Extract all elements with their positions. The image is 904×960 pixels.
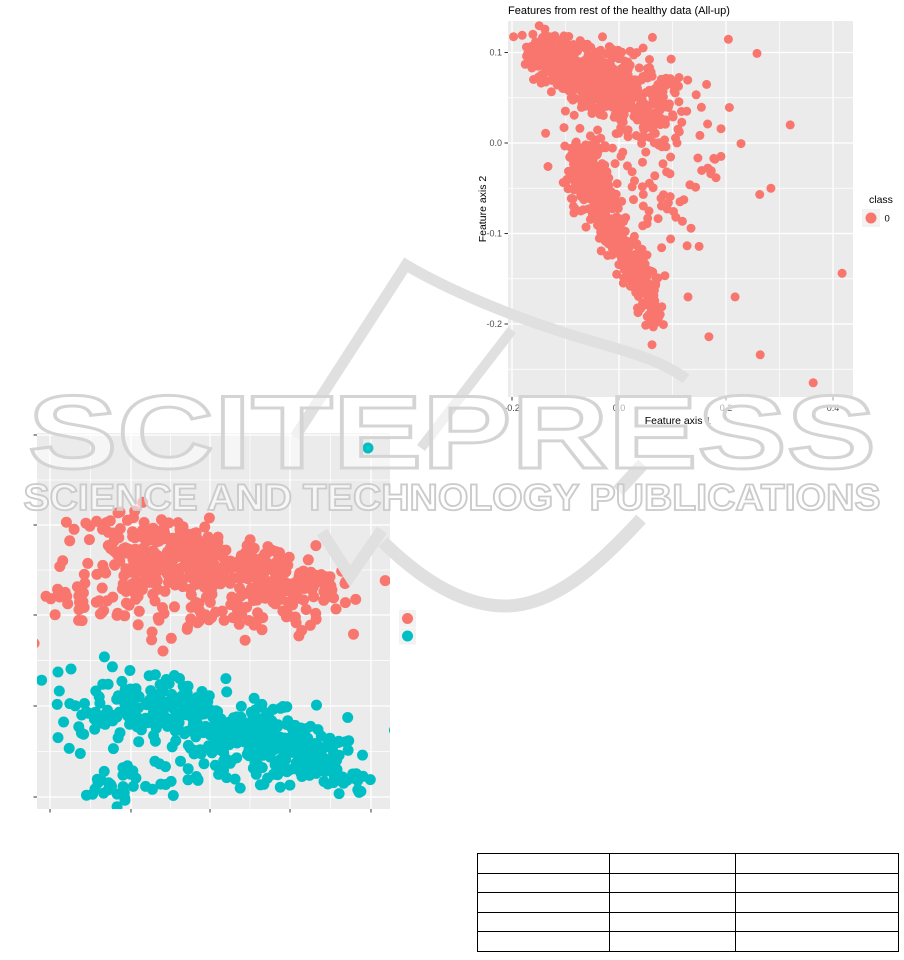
table-cell [477, 911, 610, 932]
table-row [477, 872, 899, 893]
svg-text:0.0: 0.0 [489, 138, 502, 148]
y-axis-label: Feature axis 2 [477, 176, 489, 243]
table-cell [735, 911, 899, 932]
empty-results-table [477, 853, 899, 952]
chart-title: Features from rest of the healthy data (… [508, 5, 730, 17]
table-cell [477, 892, 610, 913]
table-cell [609, 931, 736, 952]
table-cell [609, 892, 736, 913]
legend-point-icon [865, 212, 877, 224]
legend-label: 0 [885, 214, 890, 225]
table-row [477, 911, 899, 932]
table-cell [735, 872, 899, 893]
legend-point-icon-teal [402, 630, 413, 642]
table-cell [477, 931, 610, 952]
points-layer-class-teal [37, 442, 390, 809]
svg-text:0.1: 0.1 [489, 48, 502, 58]
table-cell [609, 853, 736, 874]
table-row [477, 892, 899, 913]
legend: class 0 [862, 194, 893, 227]
svg-text:0.4: 0.4 [827, 403, 840, 413]
table-cell [735, 853, 899, 874]
table-cell [477, 853, 610, 874]
svg-text:-0.1: -0.1 [486, 229, 502, 239]
table-cell [477, 872, 610, 893]
axis-ticks [33, 434, 372, 813]
svg-text:0.2: 0.2 [720, 403, 733, 413]
table-cell [735, 892, 899, 913]
table-row [477, 931, 899, 952]
table-cell [735, 931, 899, 952]
points-layer-class-red [37, 496, 390, 657]
table-cell [609, 911, 736, 932]
table-cell [609, 872, 736, 893]
table-row [477, 853, 899, 874]
legend [399, 610, 416, 645]
legend-point-icon-red [402, 613, 413, 624]
chart-two-class-panel [33, 433, 390, 813]
legend-title: class [869, 194, 893, 206]
